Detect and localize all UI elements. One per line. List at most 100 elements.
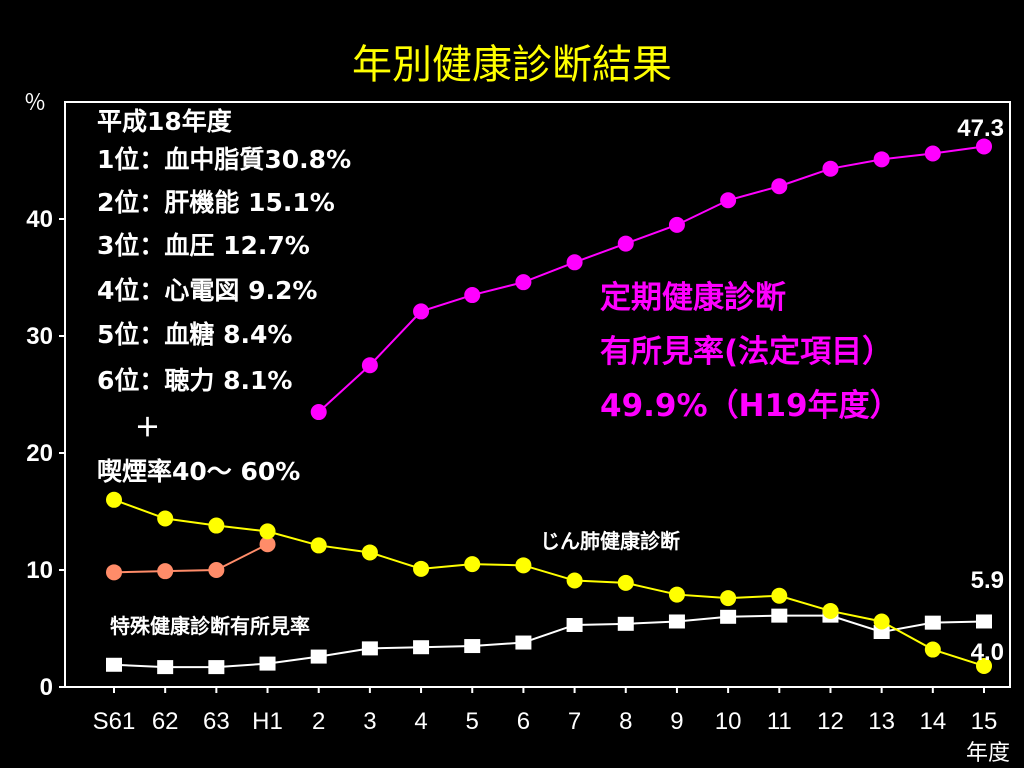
- y-tick-label: 40: [26, 206, 53, 233]
- series-line: [113, 498, 985, 667]
- x-tick-label: 12: [817, 708, 844, 735]
- data-point: [259, 536, 276, 553]
- data-point: [668, 614, 685, 629]
- data-point: [464, 639, 481, 654]
- data-point: [720, 609, 737, 624]
- data-point: [464, 287, 481, 304]
- pneumo-label: じん肺健康診断: [540, 529, 680, 553]
- data-point: [822, 602, 839, 619]
- data-point: [617, 574, 634, 591]
- x-tick-label: 63: [203, 708, 230, 735]
- data-point: [515, 635, 532, 650]
- series-0: [310, 138, 992, 421]
- y-ticks: 0 10 20 30 40: [26, 206, 65, 701]
- axes: [64, 101, 1011, 688]
- data-point: [566, 572, 583, 589]
- data-point: [515, 274, 532, 291]
- x-tick-label: 4: [414, 708, 427, 735]
- chart-title: 年別健康診断結果: [352, 42, 672, 88]
- y-tick-label: 10: [26, 557, 53, 584]
- data-point: [617, 235, 634, 252]
- info-block: 平成18年度 1位：血中脂質30.8% 2位：肝機能 15.1% 3位：血圧 1…: [97, 107, 351, 486]
- series-3: [106, 608, 992, 675]
- data-point: [924, 145, 941, 162]
- x-unit-label: 年度: [966, 741, 1010, 766]
- x-tick-label: S61: [93, 708, 136, 735]
- data-point: [668, 586, 685, 603]
- data-point: [157, 510, 174, 527]
- data-point: [873, 613, 890, 630]
- data-point: [566, 617, 583, 632]
- series-line: [318, 145, 985, 413]
- x-tick-label: 3: [363, 708, 376, 735]
- x-tick-label: 62: [152, 708, 179, 735]
- x-tick-label: 11: [767, 708, 792, 735]
- x-tick-label: 6: [517, 708, 530, 735]
- data-point: [515, 557, 532, 574]
- data-point: [464, 556, 481, 573]
- magenta-label-2: 49.9%（H19年度）: [600, 388, 901, 424]
- x-tick-label: 10: [715, 708, 742, 735]
- data-point: [157, 563, 174, 580]
- info-line-4: 4位：心電図 9.2%: [97, 276, 317, 305]
- x-tick-label: 5: [466, 708, 479, 735]
- data-point: [771, 178, 788, 195]
- magenta-end-value: 47.3: [957, 115, 1004, 142]
- data-point: [361, 544, 378, 561]
- data-point: [873, 151, 890, 168]
- data-point: [976, 614, 992, 629]
- data-point: [617, 616, 634, 631]
- data-point: [157, 660, 174, 675]
- series-layer: [106, 138, 992, 675]
- series-2: [106, 536, 276, 581]
- x-tick-label: 7: [568, 708, 581, 735]
- info-line-2: 2位：肝機能 15.1%: [97, 188, 335, 217]
- x-tick-label: 9: [670, 708, 683, 735]
- data-point: [566, 254, 583, 271]
- data-point: [413, 640, 430, 655]
- info-line-6: 6位：聴力 8.1%: [97, 366, 292, 395]
- data-point: [771, 608, 788, 623]
- info-smoking: 喫煙率40～ 60%: [97, 457, 300, 486]
- x-tick-label: H1: [252, 708, 283, 735]
- data-point: [208, 660, 225, 675]
- data-point: [924, 641, 941, 658]
- data-point: [106, 657, 122, 672]
- magenta-annotation: 定期健康診断 有所見率(法定項目） 49.9%（H19年度）: [600, 280, 901, 424]
- series-1: [106, 491, 992, 674]
- x-ticks: S61 62 63 H1 2 3 4 5 6 7 8 9 10 11 12 13 14 15: [93, 687, 998, 735]
- series-line: [113, 614, 985, 669]
- data-point: [259, 656, 276, 671]
- info-line-3: 3位：血圧 12.7%: [97, 231, 310, 260]
- data-point: [310, 649, 327, 664]
- series-line: [113, 543, 268, 574]
- data-point: [310, 537, 327, 554]
- data-point: [106, 491, 122, 508]
- data-point: [720, 590, 737, 607]
- info-line-5: 5位：血糖 8.4%: [97, 320, 292, 349]
- magenta-label-1: 有所見率(法定項目）: [600, 334, 893, 370]
- data-point: [976, 657, 992, 674]
- x-tick-label: 8: [619, 708, 632, 735]
- data-point: [771, 587, 788, 604]
- x-tick-label: 15: [971, 708, 998, 735]
- y-unit-label: ％: [24, 91, 46, 116]
- x-tick-label: 14: [919, 708, 946, 735]
- data-point: [259, 523, 276, 540]
- x-tick-label: 2: [312, 708, 325, 735]
- x-tick-label: 13: [868, 708, 895, 735]
- yellow-end-value: 4.0: [971, 639, 1004, 666]
- data-point: [310, 404, 327, 421]
- info-line-0: 平成18年度: [97, 107, 232, 136]
- y-tick-label: 20: [26, 440, 53, 467]
- info-line-1: 1位：血中脂質30.8%: [97, 145, 351, 174]
- data-point: [361, 357, 378, 374]
- data-point: [208, 517, 225, 534]
- info-plus: ＋: [135, 413, 160, 442]
- data-point: [822, 160, 839, 177]
- data-point: [873, 625, 890, 640]
- data-point: [413, 303, 430, 320]
- plot-frame: [64, 101, 1011, 688]
- y-tick-label: 30: [26, 323, 53, 350]
